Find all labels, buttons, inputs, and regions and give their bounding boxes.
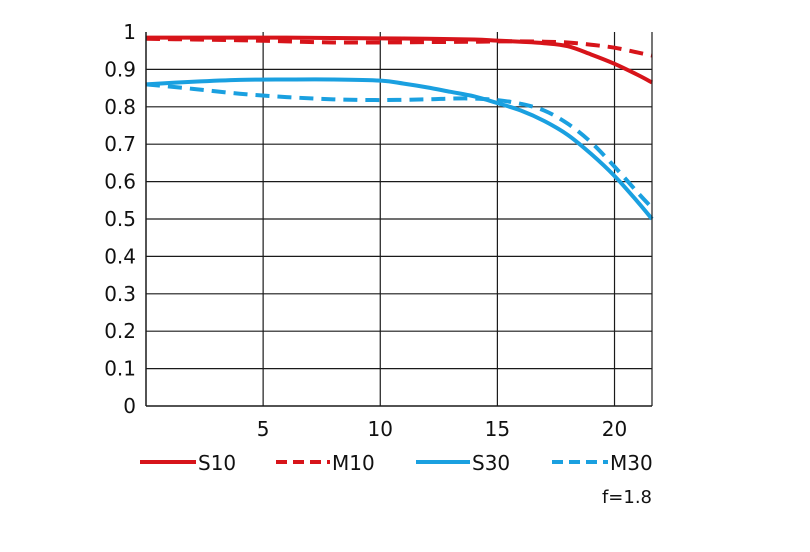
y-tick-label: 0.2 (104, 319, 136, 343)
y-tick-label: 0.4 (104, 244, 136, 268)
y-tick-label: 0.9 (104, 57, 136, 81)
series-line-s30 (145, 77, 654, 221)
legend-label: M10 (332, 451, 375, 475)
legend-item-m30: M30 (552, 451, 653, 475)
legend-item-s30: S30 (416, 451, 510, 475)
y-tick-label: 0 (123, 394, 136, 418)
y-tick-label: 1 (123, 20, 136, 44)
y-tick-label: 0.1 (104, 357, 136, 381)
legend: S10 M10 S30 M30 (140, 451, 653, 475)
x-tick-label: 20 (602, 417, 627, 441)
grid (146, 32, 652, 406)
legend-item-s10: S10 (140, 451, 236, 475)
plot-frame (145, 32, 653, 407)
legend-label: M30 (610, 451, 653, 475)
aperture-note: f=1.8 (602, 487, 652, 508)
x-axis-tick-labels: 5 10 15 20 (257, 417, 627, 441)
legend-label: S30 (472, 451, 510, 475)
y-tick-label: 0.3 (104, 282, 136, 306)
legend-item-m10: M10 (276, 451, 375, 475)
series-lines (145, 35, 654, 221)
x-tick-label: 10 (368, 417, 393, 441)
y-tick-label: 0.7 (104, 132, 136, 156)
legend-label: S10 (198, 451, 236, 475)
series-line-m10 (145, 36, 653, 58)
series-line-m30 (145, 82, 654, 210)
y-axis-tick-labels: 0 0.1 0.2 0.3 0.4 0.5 0.6 0.7 0.8 0.9 1 (104, 20, 136, 418)
x-tick-label: 15 (485, 417, 510, 441)
x-tick-label: 5 (257, 417, 270, 441)
y-tick-label: 0.5 (104, 207, 136, 231)
y-tick-label: 0.8 (104, 95, 136, 119)
y-tick-label: 0.6 (104, 170, 136, 194)
